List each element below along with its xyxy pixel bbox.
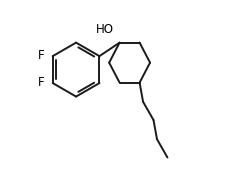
Text: F: F (38, 76, 45, 89)
Text: F: F (38, 49, 45, 62)
Text: HO: HO (96, 23, 114, 36)
